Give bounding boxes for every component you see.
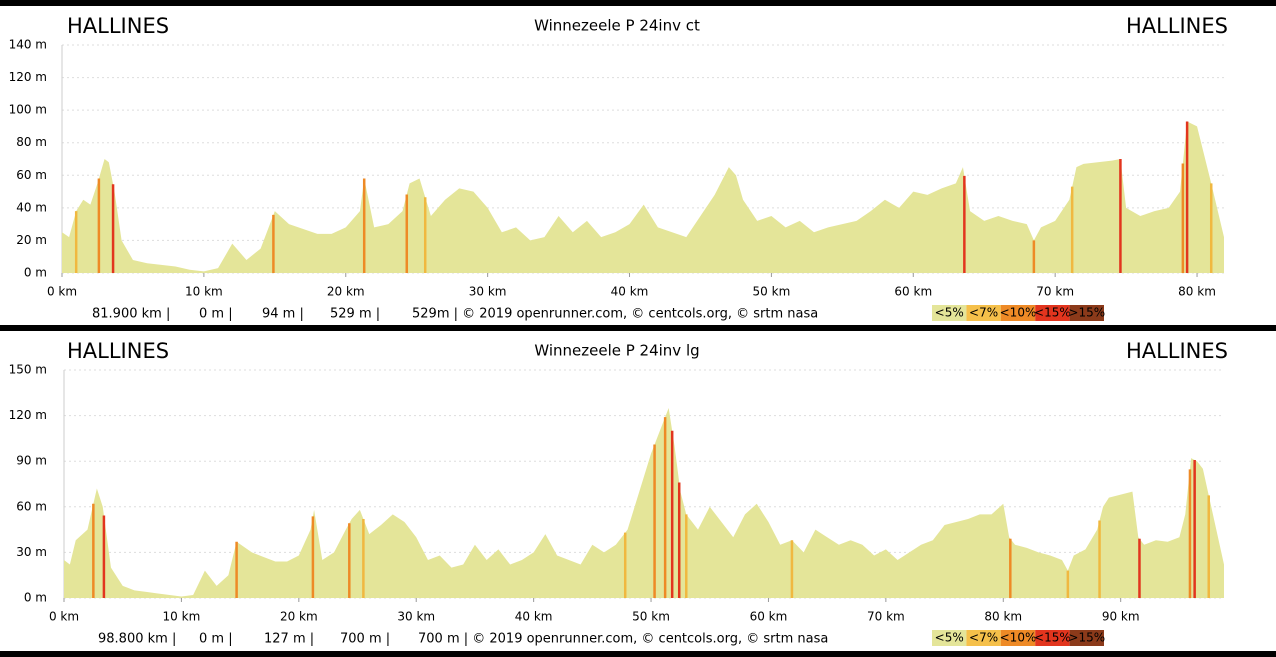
footer-stat: 98.800 km |: [98, 632, 176, 647]
legend-swatch: [966, 630, 1001, 646]
legend-label: <10%: [1000, 306, 1037, 320]
separator: [0, 325, 1276, 331]
y-tick-label: 120 m: [9, 70, 47, 84]
x-tick-label: 30 km: [397, 610, 435, 624]
x-tick-label: 40 km: [515, 610, 553, 624]
legend-swatch: [1035, 305, 1070, 321]
legend-swatch: [1069, 630, 1104, 646]
y-tick-label: 60 m: [16, 499, 47, 513]
footer-stat: 700 m | © 2019 openrunner.com, © centcol…: [418, 632, 828, 647]
legend-label: <10%: [1000, 631, 1037, 645]
y-tick-label: 90 m: [16, 454, 47, 468]
y-tick-label: 30 m: [16, 545, 47, 559]
x-tick-label: 10 km: [185, 285, 223, 299]
footer-stat: 700 m |: [340, 632, 390, 647]
y-tick-label: 100 m: [9, 103, 47, 117]
legend-label: <7%: [969, 631, 998, 645]
separator: [0, 0, 1276, 6]
x-tick-label: 70 km: [867, 610, 905, 624]
y-tick-label: 20 m: [16, 233, 47, 247]
start-label: HALLINES: [67, 14, 169, 38]
footer-stat: 94 m |: [262, 307, 304, 322]
legend-label: >15%: [1068, 631, 1105, 645]
y-tick-label: 0 m: [24, 266, 47, 280]
y-tick-label: 150 m: [9, 363, 47, 377]
x-tick-label: 20 km: [327, 285, 365, 299]
legend-swatch: [1069, 305, 1104, 321]
legend-swatch: [1000, 630, 1036, 646]
x-tick-label: 90 km: [1102, 610, 1140, 624]
footer-stat: 0 m |: [199, 632, 233, 647]
x-tick-label: 60 km: [750, 610, 788, 624]
x-tick-label: 0 km: [47, 285, 77, 299]
x-tick-label: 70 km: [1036, 285, 1074, 299]
legend-label: <15%: [1034, 631, 1071, 645]
y-tick-label: 80 m: [16, 135, 47, 149]
x-tick-label: 0 km: [49, 610, 79, 624]
elevation-area: [64, 408, 1224, 598]
elevation-area: [62, 121, 1224, 274]
chart-title: Winnezeele P 24inv lg: [534, 342, 699, 360]
x-tick-label: 50 km: [753, 285, 791, 299]
x-tick-label: 60 km: [894, 285, 932, 299]
x-tick-label: 80 km: [984, 610, 1022, 624]
legend-swatch: [966, 305, 1001, 321]
y-tick-label: 60 m: [16, 168, 47, 182]
legend-swatch: [1000, 305, 1036, 321]
x-tick-label: 10 km: [163, 610, 201, 624]
y-tick-label: 140 m: [9, 38, 47, 52]
footer-stat: 529m | © 2019 openrunner.com, © centcols…: [412, 307, 818, 322]
profile-chart: HALLINES Winnezeele P 24inv lg HALLINES 0 m…: [9, 339, 1228, 647]
legend-swatch: [932, 630, 967, 646]
y-tick-label: 120 m: [9, 408, 47, 422]
y-tick-label: 40 m: [16, 200, 47, 214]
separator: [0, 651, 1276, 657]
start-label: HALLINES: [67, 339, 169, 363]
y-tick-label: 0 m: [24, 591, 47, 605]
footer-stat: 81.900 km |: [92, 307, 170, 322]
legend-swatch: [932, 305, 967, 321]
end-label: HALLINES: [1126, 339, 1228, 363]
footer-stat: 0 m |: [199, 307, 233, 322]
x-tick-label: 40 km: [611, 285, 649, 299]
legend-swatch: [1035, 630, 1070, 646]
legend-label: <5%: [935, 631, 964, 645]
legend-label: <15%: [1034, 306, 1071, 320]
x-tick-label: 50 km: [632, 610, 670, 624]
legend-label: <5%: [935, 306, 964, 320]
footer-stat: 529 m |: [330, 307, 380, 322]
chart-title: Winnezeele P 24inv ct: [534, 17, 700, 35]
footer-stat: 127 m |: [264, 632, 314, 647]
legend-label: >15%: [1068, 306, 1105, 320]
x-tick-label: 30 km: [469, 285, 507, 299]
legend-label: <7%: [969, 306, 998, 320]
x-tick-label: 80 km: [1178, 285, 1216, 299]
profile-chart: HALLINES Winnezeele P 24inv ct HALLINES 0 m…: [9, 14, 1228, 322]
x-tick-label: 20 km: [280, 610, 318, 624]
end-label: HALLINES: [1126, 14, 1228, 38]
